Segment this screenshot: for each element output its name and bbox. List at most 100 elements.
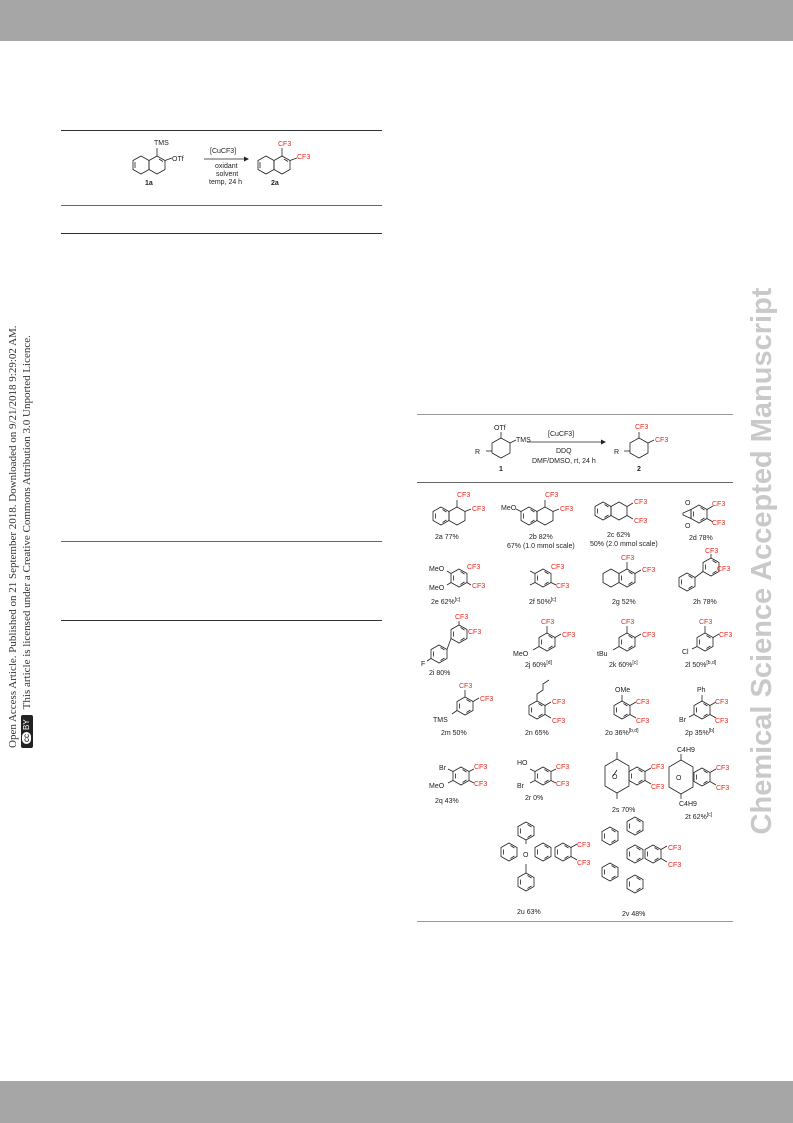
- compound-2k: tBu CF3 CF3 2k 60%[c]: [597, 619, 655, 669]
- cf3-2g-2: CF3: [642, 567, 655, 574]
- meo-2e-2: MeO: [429, 585, 445, 592]
- cf3-2e-1: CF3: [467, 564, 480, 571]
- compound-2b: MeO CF3 CF3 2b 82% 67% (1.0 mmol scale): [501, 492, 575, 550]
- compound-2h: CF3 CF3 2h 78%: [678, 548, 730, 606]
- yield-2a: 2a 77%: [435, 534, 459, 541]
- cl-2l: Cl: [682, 649, 689, 656]
- cf3-label-2: CF3: [297, 154, 310, 161]
- compound-2t: O C4H9 C4H9 CF3 CF3 2t 62%[c]: [668, 747, 729, 821]
- tms-2m: TMS: [433, 717, 448, 724]
- access-sidebar: Open Access Article. Published on 21 Sep…: [6, 262, 40, 748]
- cf3-2d-1: CF3: [712, 501, 725, 508]
- compound-2a: CF3 CF3 2a 77%: [433, 492, 485, 541]
- br-2r: Br: [517, 783, 525, 790]
- note-2b: 67% (1.0 mmol scale): [507, 543, 575, 550]
- compound-2p: Ph Br CF3 CF3 2p 35%[b]: [679, 687, 728, 737]
- yield-2g: 2g 52%: [612, 599, 636, 606]
- cf3-2q-2: CF3: [474, 781, 487, 788]
- cf3-2j-1: CF3: [541, 619, 554, 626]
- compound-2n: CF3 CF3 2n 65%: [525, 679, 565, 737]
- yield-2o: 2o 36%[b,d]: [605, 728, 639, 737]
- table-header-rule: [61, 233, 382, 234]
- meo-2b: MeO: [501, 505, 517, 512]
- cf3-2u-1: CF3: [577, 842, 590, 849]
- ho-2r: HO: [517, 760, 528, 767]
- cf3-2u-2: CF3: [577, 860, 590, 867]
- yield-2v: 2v 48%: [622, 911, 645, 918]
- cf3-2t-1: CF3: [716, 765, 729, 772]
- cf3-2s-2: CF3: [651, 784, 664, 791]
- compound-2c: CF3 CF3 2c 62% 50% (2.0 mmol scale): [590, 499, 658, 548]
- compound-grid: CF3 CF3 2a 77% MeO CF3 CF3 2b 82% 67% (1…: [421, 492, 732, 918]
- cf3-2v-1: CF3: [668, 845, 681, 852]
- compound-2r: HO Br CF3 CF3 2r 0%: [517, 760, 569, 802]
- compound-2o: OMe CF3 CF3 2o 36%[b,d]: [605, 687, 649, 737]
- product-label: 2a: [271, 180, 279, 187]
- by-label: BY: [22, 719, 32, 730]
- meo-2j: MeO: [513, 651, 529, 658]
- table-reagent: [CuCF3]: [210, 148, 236, 155]
- scope-ddq: DDQ: [556, 448, 572, 455]
- meo-2q: MeO: [429, 783, 445, 790]
- cc-by-badge[interactable]: cc BY: [21, 715, 34, 748]
- cf3-2p-2: CF3: [715, 718, 728, 725]
- cf3-2e-2: CF3: [472, 583, 485, 590]
- yield-2d: 2d 78%: [689, 535, 713, 542]
- cf3-2a-1: CF3: [457, 492, 470, 499]
- yield-2l: 2l 50%[b,d]: [685, 660, 717, 669]
- yield-2p: 2p 35%[b]: [685, 728, 715, 737]
- compound-2l: Cl CF3 CF3 2l 50%[b,d]: [682, 619, 732, 669]
- cf3-2l-1: CF3: [699, 619, 712, 626]
- cf3-2a-2: CF3: [472, 506, 485, 513]
- compound-2d: O O CF3 CF3 2d 78%: [682, 500, 725, 542]
- start-label: 1a: [145, 180, 153, 187]
- scope-reagent: [CuCF3]: [548, 431, 574, 438]
- yield-2r: 2r 0%: [525, 795, 543, 802]
- cf3-2h-2: CF3: [717, 566, 730, 573]
- sidebar-line-1[interactable]: Open Access Article. Published on 21 Sep…: [7, 325, 19, 748]
- yield-2e: 2e 62%[c]: [431, 597, 461, 606]
- cond-solvent: solvent: [216, 171, 238, 178]
- scope-start: 1: [499, 466, 503, 473]
- c4h9-2t-1: C4H9: [677, 747, 695, 754]
- scope-tms: TMS: [516, 437, 531, 444]
- cf3-2t-2: CF3: [716, 785, 729, 792]
- yield-2t: 2t 62%[c]: [685, 812, 713, 821]
- ome-2o: OMe: [615, 687, 630, 694]
- scope-cf3-1: CF3: [635, 424, 648, 431]
- otf-label: OTf: [172, 156, 184, 163]
- cf3-2m-1: CF3: [459, 683, 472, 690]
- sidebar-line-2[interactable]: This article is licensed under a Creativ…: [21, 335, 33, 710]
- o-2u: O: [523, 852, 529, 859]
- cf3-2b-1: CF3: [545, 492, 558, 499]
- cf3-2m-2: CF3: [480, 696, 493, 703]
- cond-temp: temp, 24 h: [209, 179, 242, 186]
- cf3-2j-2: CF3: [562, 632, 575, 639]
- compound-2i: F CF3 CF3 2i 80%: [421, 614, 481, 677]
- cf3-2i-1: CF3: [455, 614, 468, 621]
- yield-2k: 2k 60%[c]: [609, 660, 638, 669]
- tbu-2k: tBu: [597, 651, 608, 658]
- table-bottom-rule: [61, 620, 382, 621]
- scope-otf: OTf: [494, 425, 506, 432]
- f-2i: F: [421, 661, 425, 668]
- cf3-2b-2: CF3: [560, 506, 573, 513]
- yield-2h: 2h 78%: [693, 599, 717, 606]
- compound-2u: O CF3 CF3 2u 63%: [500, 821, 590, 916]
- cf3-2q-1: CF3: [474, 764, 487, 771]
- cf3-2c-2: CF3: [634, 518, 647, 525]
- table-rule-2: [61, 205, 382, 206]
- cf3-2s-1: CF3: [651, 764, 664, 771]
- cf3-2i-2: CF3: [468, 629, 481, 636]
- o-2t: O: [676, 775, 682, 782]
- ph-2p: Ph: [697, 687, 706, 694]
- cf3-2r-2: CF3: [556, 781, 569, 788]
- scope-solvent: DMF/DMSO, rt, 24 h: [532, 458, 596, 465]
- scope-r: R: [475, 449, 480, 456]
- watermark-text: Chemical Science Accepted Manuscript: [746, 287, 778, 835]
- yield-2u: 2u 63%: [517, 909, 541, 916]
- cf3-2f-2: CF3: [556, 583, 569, 590]
- cf3-label-1: CF3: [278, 141, 291, 148]
- cf3-2r-1: CF3: [556, 764, 569, 771]
- yield-2c: 2c 62%: [607, 532, 630, 539]
